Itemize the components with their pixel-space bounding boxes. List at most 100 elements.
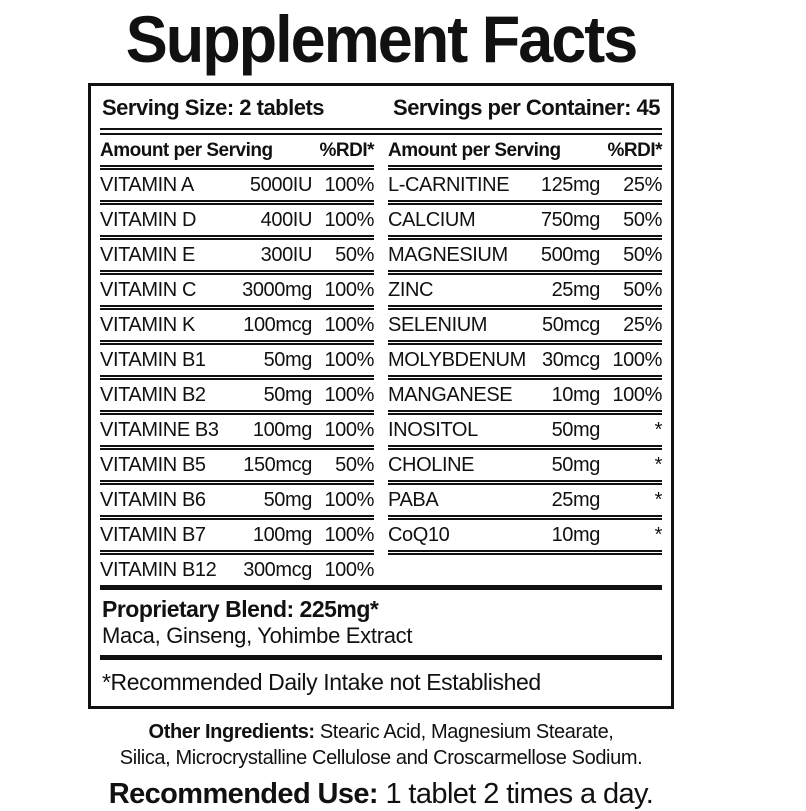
amount-per-serving-header: Amount per Serving (388, 140, 561, 162)
nutrient-row: VITAMIN B6 50mg 100% (100, 485, 374, 521)
nutrient-amount: 50mg (263, 349, 313, 372)
nutrient-rdi: 100% (324, 559, 374, 582)
nutrient-name: CoQ10 (388, 524, 450, 547)
right-rows: L-CARNITINE 125mg 25% CALCIUM 750mg 50% (388, 170, 663, 556)
servings-per-container-label: Servings per Container: 45 (393, 95, 660, 121)
nutrient-amount: 30mcg (541, 349, 600, 372)
nutrient-amount: 300mcg (243, 559, 312, 582)
nutrient-rdi: 100% (324, 419, 374, 442)
nutrient-name: CALCIUM (388, 209, 476, 232)
right-column-header: Amount per Serving %RDI* (388, 135, 662, 171)
serving-row: Serving Size: 2 tablets Servings per Con… (100, 86, 662, 136)
nutrient-name: ZINC (388, 279, 434, 302)
nutrient-rdi: * (654, 454, 663, 477)
nutrient-rdi: 100% (324, 174, 374, 197)
nutrient-row: SELENIUM 50mcg 25% (388, 310, 662, 346)
other-ingredients-line2: Silica, Microcrystalline Cellulose and C… (119, 747, 643, 770)
nutrient-name: INOSITOL (388, 419, 478, 442)
nutrient-row: VITAMIN B1 50mg 100% (100, 345, 374, 381)
nutrient-name: VITAMINE B3 (100, 419, 219, 442)
nutrient-name: VITAMIN B5 (100, 454, 206, 477)
rdi-header: %RDI* (607, 140, 662, 162)
nutrient-row: VITAMIN D 400IU 100% (100, 205, 374, 241)
proprietary-blend-section: Proprietary Blend: 225mg* Maca, Ginseng,… (100, 585, 662, 655)
nutrient-rdi: 100% (612, 384, 662, 407)
nutrient-row: ZINC 25mg 50% (388, 275, 662, 311)
nutrient-rdi: 100% (324, 524, 374, 547)
nutrient-columns: Amount per Serving %RDI* VITAMIN A 5000I… (100, 135, 662, 585)
recommended-use-label: Recommended Use: (108, 778, 379, 811)
nutrient-row: L-CARNITINE 125mg 25% (388, 170, 662, 206)
nutrient-row: CALCIUM 750mg 50% (388, 205, 662, 241)
nutrient-row: VITAMIN K 100mcg 100% (100, 310, 374, 346)
nutrient-name: SELENIUM (388, 314, 488, 337)
nutrient-row: VITAMIN A 5000IU 100% (100, 170, 374, 206)
nutrient-amount: 750mg (540, 209, 601, 232)
nutrient-amount: 500mg (540, 244, 601, 267)
nutrient-amount: 5000IU (249, 174, 312, 197)
nutrient-rdi: * (654, 419, 663, 442)
nutrient-rdi: 50% (335, 454, 374, 477)
nutrient-row: MAGNESIUM 500mg 50% (388, 240, 662, 276)
recommended-use: Recommended Use: 1 tablet 2 times a day. (88, 778, 674, 811)
nutrient-amount: 100mg (252, 419, 313, 442)
nutrient-rdi: 100% (612, 349, 662, 372)
nutrient-row: CoQ10 10mg * (388, 520, 663, 556)
nutrient-name: VITAMIN B7 (100, 524, 206, 547)
nutrient-amount: 50mg (263, 384, 313, 407)
nutrient-amount: 25mg (551, 279, 601, 302)
nutrient-row: VITAMIN B12 300mcg 100% (100, 555, 374, 585)
nutrient-row: VITAMIN B7 100mg 100% (100, 520, 374, 556)
right-column: Amount per Serving %RDI* L-CARNITINE 125… (388, 135, 663, 556)
nutrient-rdi: 50% (623, 244, 662, 267)
nutrient-amount: 3000mg (242, 279, 312, 302)
nutrient-name: VITAMIN C (100, 279, 197, 302)
nutrient-rdi: 100% (324, 314, 374, 337)
proprietary-blend-ingredients: Maca, Ginseng, Yohimbe Extract (102, 622, 413, 648)
nutrient-amount: 100mg (252, 524, 313, 547)
rdi-header: %RDI* (319, 140, 374, 162)
nutrient-name: CHOLINE (388, 454, 475, 477)
left-column-header: Amount per Serving %RDI* (100, 135, 374, 171)
nutrient-name: VITAMIN B1 (100, 349, 206, 372)
nutrient-rdi: 25% (623, 314, 662, 337)
nutrient-name: MANGANESE (388, 384, 513, 407)
nutrient-amount: 100mcg (243, 314, 312, 337)
nutrient-name: VITAMIN B6 (100, 489, 206, 512)
recommended-use-text: 1 tablet 2 times a day. (377, 778, 654, 811)
nutrient-name: MAGNESIUM (388, 244, 508, 267)
nutrient-rdi: * (654, 524, 663, 547)
nutrient-row: MOLYBDENUM 30mcg 100% (388, 345, 662, 381)
nutrient-amount: 150mcg (243, 454, 312, 477)
nutrient-name: VITAMIN B2 (100, 384, 206, 407)
label-container: Supplement Facts Serving Size: 2 tablets… (88, 3, 674, 811)
nutrient-row: PABA 25mg * (388, 485, 662, 521)
other-ingredients-line1: Stearic Acid, Magnesium Stearate, (314, 721, 614, 744)
nutrient-row: VITAMIN C 3000mg 100% (100, 275, 374, 311)
nutrient-row: CHOLINE 50mg * (388, 450, 663, 486)
nutrient-name: MOLYBDENUM (388, 349, 526, 372)
nutrient-amount: 10mg (551, 524, 601, 547)
nutrient-name: VITAMIN E (100, 244, 195, 267)
page-title: Supplement Facts (125, 3, 639, 77)
nutrient-rdi: 100% (324, 279, 374, 302)
nutrient-row: MANGANESE 10mg 100% (388, 380, 662, 416)
nutrient-amount: 10mg (551, 384, 601, 407)
nutrient-amount: 400IU (260, 209, 313, 232)
other-ingredients-label: Other Ingredients: (148, 721, 316, 744)
nutrient-rdi: 100% (324, 384, 374, 407)
nutrient-amount: 50mcg (541, 314, 600, 337)
left-rows: VITAMIN A 5000IU 100% VITAMIN D 400IU 10… (100, 170, 374, 585)
serving-size-label: Serving Size: 2 tablets (102, 95, 325, 121)
nutrient-rdi: 25% (623, 174, 662, 197)
nutrient-amount: 50mg (551, 419, 601, 442)
nutrient-rdi: 100% (324, 489, 374, 512)
rdi-footnote: *Recommended Daily Intake not Establishe… (100, 655, 662, 706)
nutrient-amount: 300IU (260, 244, 313, 267)
proprietary-blend-title: Proprietary Blend: 225mg* (102, 596, 379, 623)
nutrient-row: VITAMINE B3 100mg 100% (100, 415, 374, 451)
nutrient-name: PABA (388, 489, 439, 512)
nutrient-amount: 125mg (540, 174, 601, 197)
nutrient-amount: 50mg (551, 454, 601, 477)
